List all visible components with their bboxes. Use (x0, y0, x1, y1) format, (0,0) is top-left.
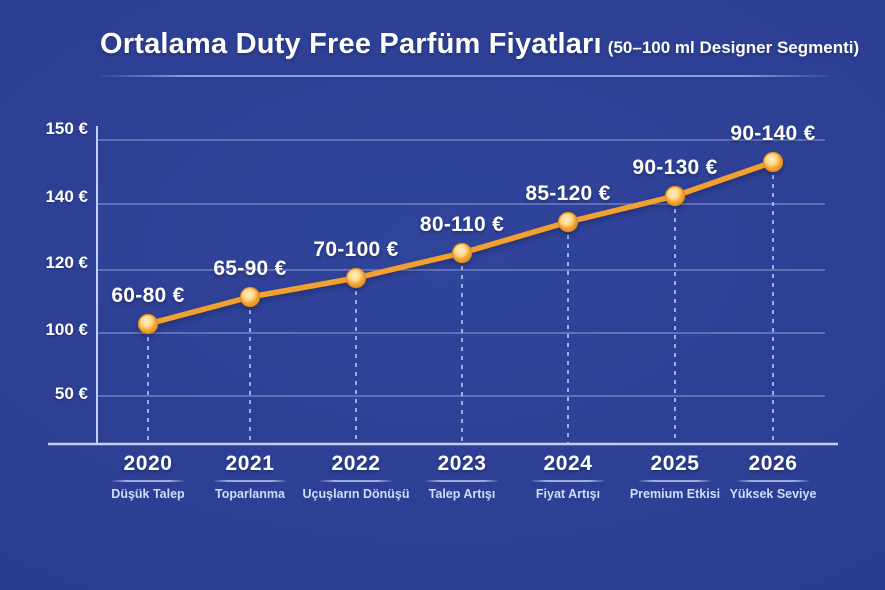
price-series (137, 151, 784, 335)
chart-subtitle: (50–100 ml Designer Segmenti) (607, 38, 860, 57)
title-underline-divider (100, 75, 830, 77)
data-point-marker (451, 242, 473, 264)
data-point-marker (664, 185, 686, 207)
page-title: Ortalama Duty Free Parfüm Fiyatları (50–1… (100, 26, 859, 67)
data-point-marker (137, 313, 159, 335)
chart-header: Ortalama Duty Free Parfüm Fiyatları (50–1… (100, 26, 859, 77)
data-point-marker (239, 286, 261, 308)
chart-title: Ortalama Duty Free Parfüm Fiyatları (100, 28, 602, 60)
data-point-marker (345, 267, 367, 289)
data-point-marker (762, 151, 784, 173)
data-point-marker (557, 211, 579, 233)
